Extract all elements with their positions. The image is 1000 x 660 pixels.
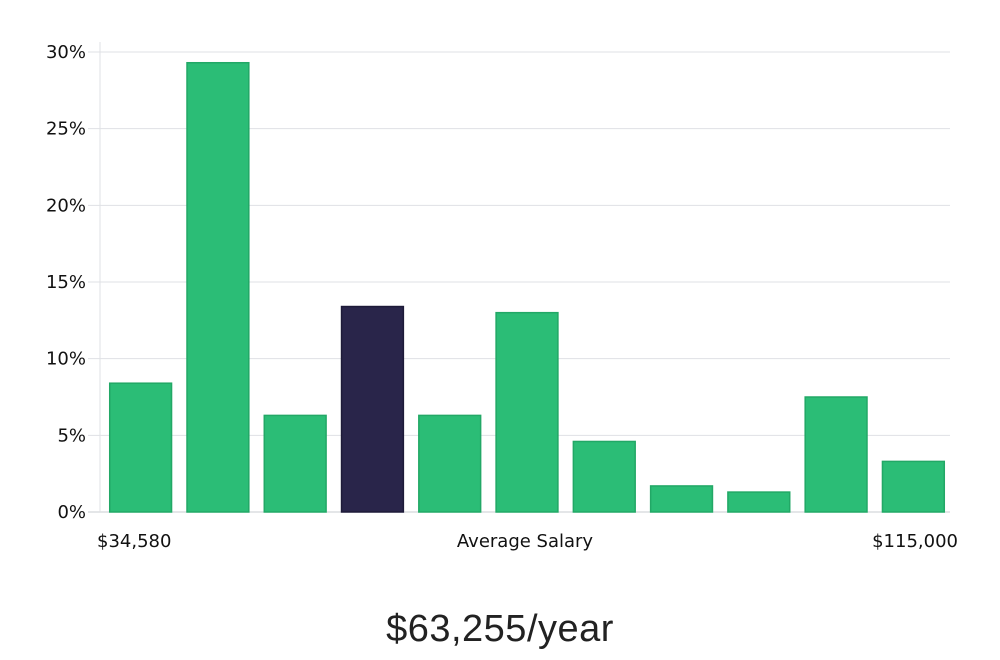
chart-svg: 0% 5% 10% 15% 20% 25% 30% $34,580 Average Salary… <box>46 42 958 552</box>
bar <box>108 382 173 513</box>
bar-highlighted <box>340 305 405 513</box>
y-tick-label: 10% <box>46 349 86 370</box>
bar <box>495 311 559 513</box>
bar <box>804 396 868 513</box>
y-tick-label: 25% <box>46 119 86 140</box>
bar <box>418 414 482 513</box>
y-tick-label: 5% <box>57 425 86 446</box>
average-salary-caption: $63,255/year <box>386 608 614 650</box>
x-min-label: $34,580 <box>97 531 171 552</box>
y-tick-label: 0% <box>57 502 86 523</box>
x-axis-title: Average Salary <box>457 531 594 552</box>
bar <box>186 61 250 513</box>
bar <box>572 440 636 513</box>
y-tick-label: 20% <box>46 195 86 216</box>
y-tick-label: 15% <box>46 272 86 293</box>
bar <box>881 460 946 513</box>
bar <box>727 491 791 513</box>
bar <box>263 414 327 513</box>
x-max-label: $115,000 <box>872 531 958 552</box>
y-tick-label: 30% <box>46 42 86 63</box>
bar <box>649 485 714 513</box>
